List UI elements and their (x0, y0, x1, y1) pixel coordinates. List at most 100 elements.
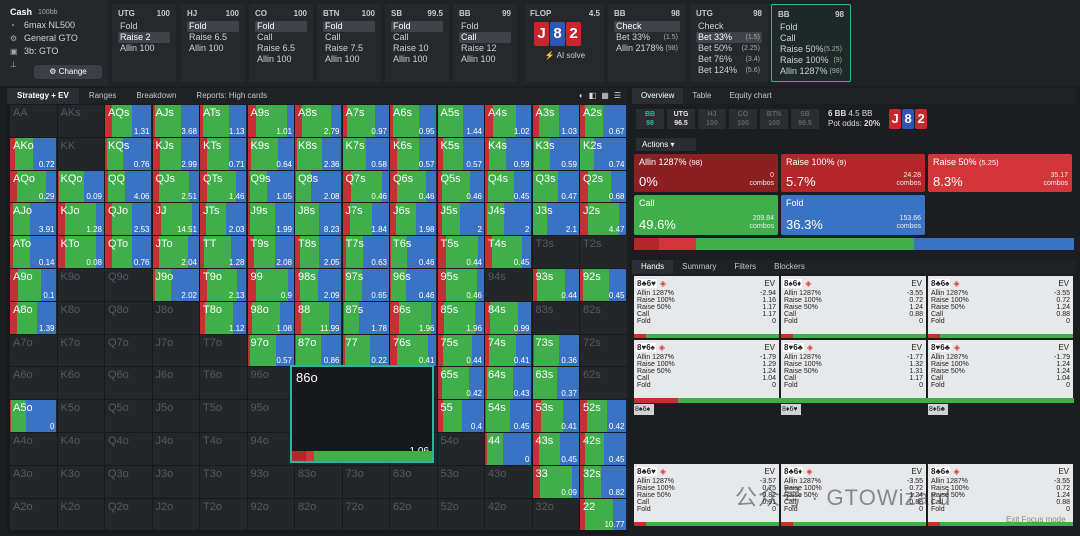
hand-cell-k5s[interactable]: K5s 0.57 (437, 137, 484, 170)
hand-cell-a9o[interactable]: A9o 0.1 (10, 269, 57, 301)
hand-cell-73o[interactable]: 73o (342, 465, 389, 498)
pos-chip-co[interactable]: CO 100 (729, 109, 757, 129)
hand-cell-j7o[interactable]: J7o (152, 334, 199, 367)
postflop-bb-2[interactable]: BB 98 Fold Call Raise 50% (5.25) Raise 100% (9)… (771, 4, 851, 82)
hand-cell-t6s[interactable]: T6s 0.46 (390, 236, 437, 268)
hand-cell-j6o[interactable]: J6o (152, 367, 199, 400)
hand-cell-t5s[interactable]: T5s 0.44 (437, 236, 484, 268)
hand-cell-j3o[interactable]: J3o (152, 465, 199, 498)
hand-cell-t9o[interactable]: T9o 2.13 (200, 269, 247, 301)
action-option[interactable]: Check (614, 21, 680, 32)
hand-cell-t2o[interactable]: T2o (200, 498, 247, 531)
action-option[interactable]: Bet 50% (2.25) (696, 43, 762, 54)
hand-cell-83s[interactable]: 83s (532, 301, 579, 334)
hand-cell-76s[interactable]: 76s 0.41 (390, 334, 437, 367)
postflop-utg-1[interactable]: UTG 98 Check Bet 33% (1.5) Bet 50% (2.25) Bet 7… (690, 4, 768, 82)
position-utg[interactable]: UTG 100 Fold Raise 2 Allin 100 (112, 4, 176, 82)
hand-cell-64s[interactable]: 64s 0.43 (485, 367, 532, 400)
hand-cell-k2s[interactable]: K2s 0.74 (580, 137, 627, 170)
hand-cell-q4o[interactable]: Q4o (105, 433, 152, 465)
hand-cell-q9s[interactable]: Q9s 1.05 (247, 170, 294, 203)
action-option[interactable]: Allin 100 (391, 54, 443, 65)
hand-cell-jts[interactable]: JTs 2.03 (200, 203, 247, 236)
action-option[interactable]: Call (323, 32, 375, 43)
hand-cell-77[interactable]: 77 0.22 (342, 334, 389, 367)
hand-cell-t4s[interactable]: T4s 0.45 (485, 236, 532, 268)
action-option[interactable]: Raise 10 (391, 43, 443, 54)
hand-cell-55[interactable]: 55 0.4 (437, 400, 484, 432)
hand-cell-t6o[interactable]: T6o (200, 367, 247, 400)
hand-cell-k8o[interactable]: K8o (57, 301, 104, 334)
hand-cell-aqo[interactable]: AQo 0.29 (10, 170, 57, 203)
tab-overview[interactable]: Overview (632, 88, 684, 104)
hand-cell-72o[interactable]: 72o (342, 498, 389, 531)
hand-cell-aks[interactable]: AKs (57, 105, 104, 137)
position-btn[interactable]: BTN 100 Fold Call Raise 7.5 Allin 100 (317, 4, 381, 82)
hand-cell-42s[interactable]: 42s 0.45 (580, 433, 627, 465)
action-option[interactable]: Call (255, 32, 307, 43)
hand-cell-k5o[interactable]: K5o (57, 400, 104, 432)
hand-cell-a3s[interactable]: A3s 1.03 (532, 105, 579, 137)
tab-table[interactable]: Table (692, 91, 712, 100)
hand-cell-aqs[interactable]: AQs 1.31 (105, 105, 152, 137)
hand-cell-t7s[interactable]: T7s 0.63 (342, 236, 389, 268)
hand-cell-93o[interactable]: 93o (247, 465, 294, 498)
tab-breakdown[interactable]: Breakdown (136, 91, 177, 100)
color-icon[interactable]: ◧ (588, 91, 597, 100)
hand-cell-a2s[interactable]: A2s 0.67 (580, 105, 627, 137)
hand-cell-q7o[interactable]: Q7o (105, 334, 152, 367)
hand-cell-88[interactable]: 88 11.99 (295, 301, 342, 334)
tab-hands[interactable]: Hands (632, 260, 674, 274)
hand-cell-j2s[interactable]: J2s 4.47 (580, 203, 627, 236)
change-button[interactable]: ⚙ Change (34, 65, 102, 79)
hand-cell-j2o[interactable]: J2o (152, 498, 199, 531)
combo-card[interactable]: 8♥6♠ ◈ EV Allin 1287% -1.79 Raise 100% 1.29 Rai… (634, 340, 779, 402)
hand-cell-k8s[interactable]: K8s 2.36 (295, 137, 342, 170)
hand-cell-t7o[interactable]: T7o (200, 334, 247, 367)
menu-icon[interactable]: ☰ (613, 91, 621, 100)
hand-cell-44[interactable]: 44 0 (485, 433, 532, 465)
action-option[interactable]: Allin 100 (255, 54, 307, 65)
action-option[interactable]: Check (696, 21, 762, 32)
postflop-bb-0[interactable]: BB 98 Check Bet 33% (1.5) Allin 2178% (98) (608, 4, 686, 82)
action-option[interactable]: Fold (778, 22, 844, 33)
hand-cell-a6o[interactable]: A6o (10, 367, 57, 400)
hand-cell-a7o[interactable]: A7o (10, 334, 57, 367)
hand-cell-kjo[interactable]: KJo 1.28 (57, 203, 104, 236)
hand-cell-t5o[interactable]: T5o (200, 400, 247, 432)
action-box-2[interactable]: Raise 50% (5.25) 8.3% 35.17 combos (928, 154, 1072, 192)
hand-cell-q8o[interactable]: Q8o (105, 301, 152, 334)
hand-cell-a3o[interactable]: A3o (10, 465, 57, 498)
action-box-4[interactable]: Fold 36.3% 153.66 combos (781, 195, 925, 235)
hand-cell-k9o[interactable]: K9o (57, 269, 104, 301)
position-co[interactable]: CO 100 Fold Call Raise 6.5 Allin 100 (249, 4, 313, 82)
hand-cell-tt[interactable]: TT 1.28 (200, 236, 247, 268)
hand-cell-a2o[interactable]: A2o (10, 498, 57, 531)
hand-cell-75s[interactable]: 75s 0.44 (437, 334, 484, 367)
combo-card[interactable]: 8♠6♦ ◈ EV Allin 1287% -3.55 Raise 100% 0.72 Rai… (781, 276, 926, 338)
hand-cell-a5o[interactable]: A5o 0 (10, 400, 57, 432)
combo-card[interactable]: 8♣6♥ ◈ EV Allin 1287% -2.94 Raise 100% 1.16 Rai… (634, 276, 779, 338)
hand-cell-a9s[interactable]: A9s 1.01 (247, 105, 294, 137)
hand-cell-42o[interactable]: 42o (485, 498, 532, 531)
hand-cell-63s[interactable]: 63s 0.37 (532, 367, 579, 400)
hand-cell-82s[interactable]: 82s (580, 301, 627, 334)
hand-cell-j9o[interactable]: J9o 2.02 (152, 269, 199, 301)
action-option[interactable]: Raise 50% (5.25) (778, 44, 844, 55)
hand-cell-72s[interactable]: 72s (580, 334, 627, 367)
action-option[interactable]: Allin 100 (323, 54, 375, 65)
hand-cell-97s[interactable]: 97s 0.65 (342, 269, 389, 301)
hand-cell-j4o[interactable]: J4o (152, 433, 199, 465)
hand-cell-k7o[interactable]: K7o (57, 334, 104, 367)
pos-chip-utg[interactable]: UTG 96.5 (667, 109, 695, 129)
hand-cell-q4s[interactable]: Q4s 0.45 (485, 170, 532, 203)
hand-cell-aa[interactable]: AA (10, 105, 57, 137)
hand-cell-62s[interactable]: 62s (580, 367, 627, 400)
action-option[interactable]: Fold (255, 21, 307, 32)
hand-cell-kjs[interactable]: KJs 2.99 (152, 137, 199, 170)
hand-cell-kk[interactable]: KK (57, 137, 104, 170)
hand-cell-32o[interactable]: 32o (532, 498, 579, 531)
hand-cell-q3s[interactable]: Q3s 0.47 (532, 170, 579, 203)
tab-blockers[interactable]: Blockers (774, 262, 805, 271)
hand-cell-ato[interactable]: ATo 0.14 (10, 236, 57, 268)
